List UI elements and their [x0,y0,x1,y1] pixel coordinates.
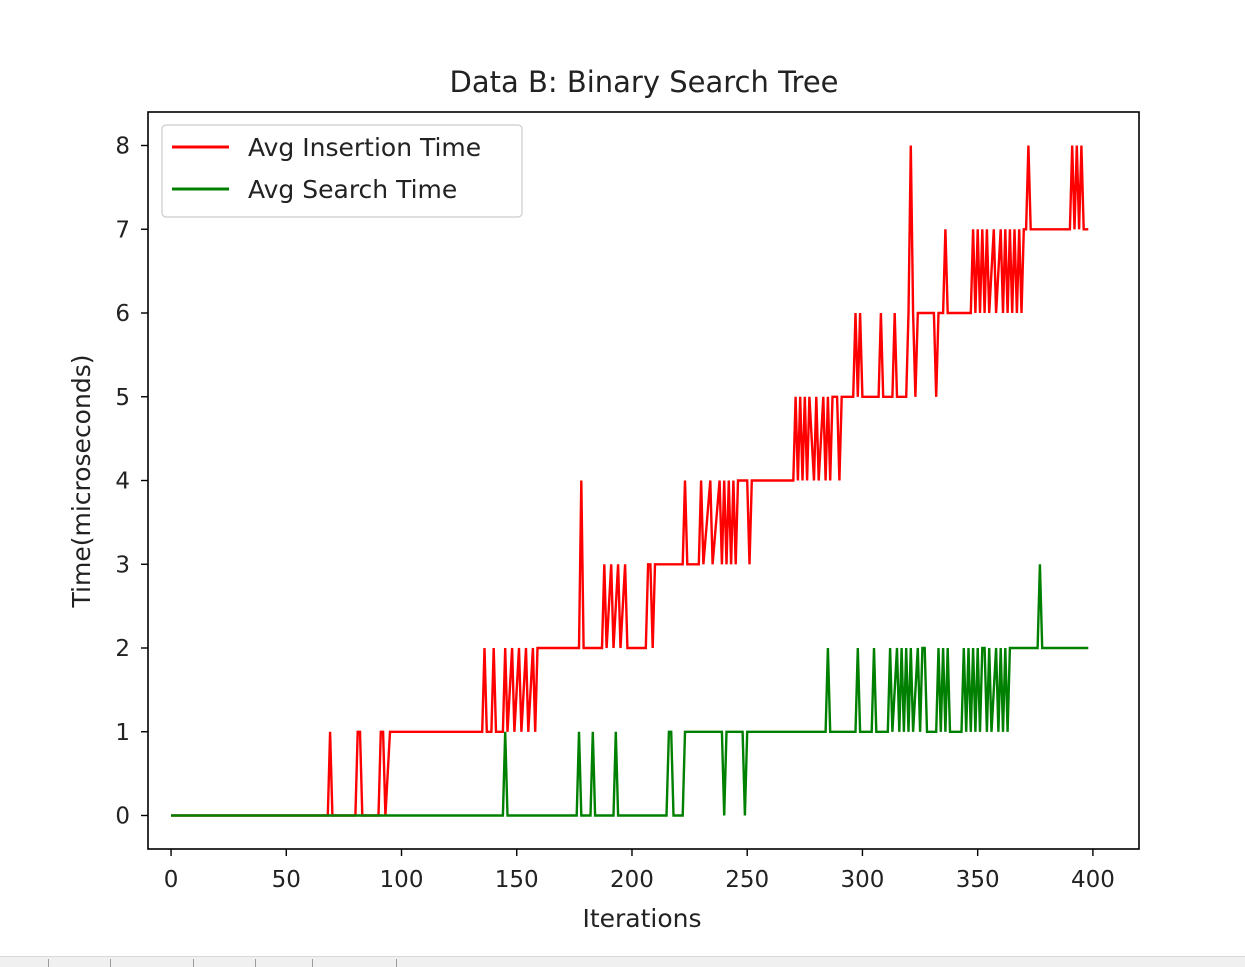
toolbar-segment [193,959,254,967]
toolbar-segment [110,959,171,967]
legend-label-insertion: Avg Insertion Time [248,133,481,162]
series-layer [171,145,1089,817]
toolbar-segment [48,959,109,967]
x-tick-label: 350 [956,867,1000,893]
x-tick-label: 50 [272,867,301,893]
x-axis-ticks: 0 50 100 150 200 250 300 350 400 [164,849,1115,893]
y-tick-label: 3 [115,552,130,578]
plot-area [147,111,1140,850]
series-line-search [171,564,1089,817]
toolbar-segment [396,959,455,967]
legend: Avg Insertion Time Avg Search Time [161,124,523,218]
toolbar-segment [255,959,316,967]
chart-title: Data B: Binary Search Tree [449,65,838,99]
plot-border [147,111,1140,850]
y-tick-label: 6 [115,301,130,327]
y-tick-label: 7 [115,217,130,243]
x-tick-label: 0 [164,867,179,893]
x-tick-label: 400 [1071,867,1115,893]
x-tick-label: 100 [380,867,424,893]
x-tick-label: 250 [725,867,769,893]
y-tick-label: 5 [115,385,130,411]
x-axis-label: Iterations [582,904,701,933]
toolbar-segment [312,959,373,967]
y-tick-label: 4 [115,469,130,495]
bottom-toolbar-strip [0,956,1245,967]
y-tick-label: 1 [115,720,130,746]
x-tick-label: 150 [495,867,539,893]
legend-label-search: Avg Search Time [248,175,457,204]
y-tick-label: 0 [115,804,130,830]
x-tick-label: 200 [610,867,654,893]
y-axis-label: Time(microseconds) [67,355,96,609]
x-tick-label: 300 [840,867,884,893]
series-line-insertion [171,145,1089,817]
y-axis-ticks: 0 1 2 3 4 5 6 7 8 [115,134,148,830]
y-tick-label: 8 [115,134,130,160]
y-tick-label: 2 [115,636,130,662]
legend-box [161,124,523,218]
